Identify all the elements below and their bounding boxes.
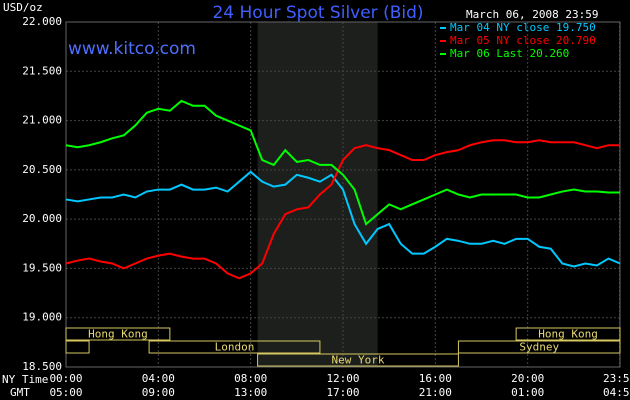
session-label: Hong Kong: [88, 328, 148, 341]
y-tick-label: 20.500: [22, 163, 62, 176]
session-box: [515, 327, 621, 341]
y-tick-label: 22.000: [22, 15, 62, 28]
session-label: New York: [332, 354, 385, 367]
plot-frame: [65, 21, 621, 368]
legend-label: Mar 04 NY close 19.750: [450, 21, 596, 34]
session-box: [65, 340, 90, 354]
y-tick-label: 19.500: [22, 261, 62, 274]
price-line: [65, 170, 621, 268]
x-tick-label: 12:00: [326, 372, 359, 385]
x-tick-label: 00:00: [49, 372, 82, 385]
x-tick-label: 20:00: [511, 372, 544, 385]
price-line: [65, 99, 620, 226]
x2-tick-label: 09:00: [142, 386, 175, 399]
price-line: [65, 139, 620, 280]
x2-tick-label: 05:00: [49, 386, 82, 399]
x-tick-label: 16:00: [419, 372, 452, 385]
legend-label: Mar 05 NY close 20.790: [450, 34, 596, 47]
x-axis-label: NY Time: [2, 373, 48, 386]
session-label: Hong Kong: [538, 328, 598, 341]
legend-label: Mar 06 Last 20.260: [450, 47, 569, 60]
y-tick-label: 20.000: [22, 212, 62, 225]
y-axis-label: USD/oz: [3, 1, 43, 14]
session-label: Sydney: [519, 341, 559, 354]
y-tick-label: 21.500: [22, 64, 62, 77]
watermark: www.kitco.com: [68, 39, 196, 59]
x2-tick-label: 01:00: [511, 386, 544, 399]
y-tick-label: 18.500: [22, 360, 62, 373]
session-box: [257, 353, 459, 367]
x2-tick-label: 04:59: [603, 386, 630, 399]
session-box: [457, 340, 621, 354]
x-tick-label: 08:00: [234, 372, 267, 385]
y-tick-label: 21.000: [22, 114, 62, 127]
x2-axis-label: GMT: [10, 386, 30, 399]
x2-tick-label: 17:00: [326, 386, 359, 399]
x2-tick-label: 13:00: [234, 386, 267, 399]
x2-tick-label: 21:00: [419, 386, 452, 399]
session-label: London: [215, 341, 255, 354]
session-box: [148, 340, 321, 354]
x-tick-label: 04:00: [142, 372, 175, 385]
chart-title: 24 Hour Spot Silver (Bid): [212, 3, 423, 23]
chart-date: March 06, 2008 23:59: [466, 8, 598, 21]
session-box: [65, 327, 171, 341]
shade: [257, 22, 378, 367]
y-tick-label: 19.000: [22, 311, 62, 324]
x-tick-label: 23:59: [603, 372, 630, 385]
